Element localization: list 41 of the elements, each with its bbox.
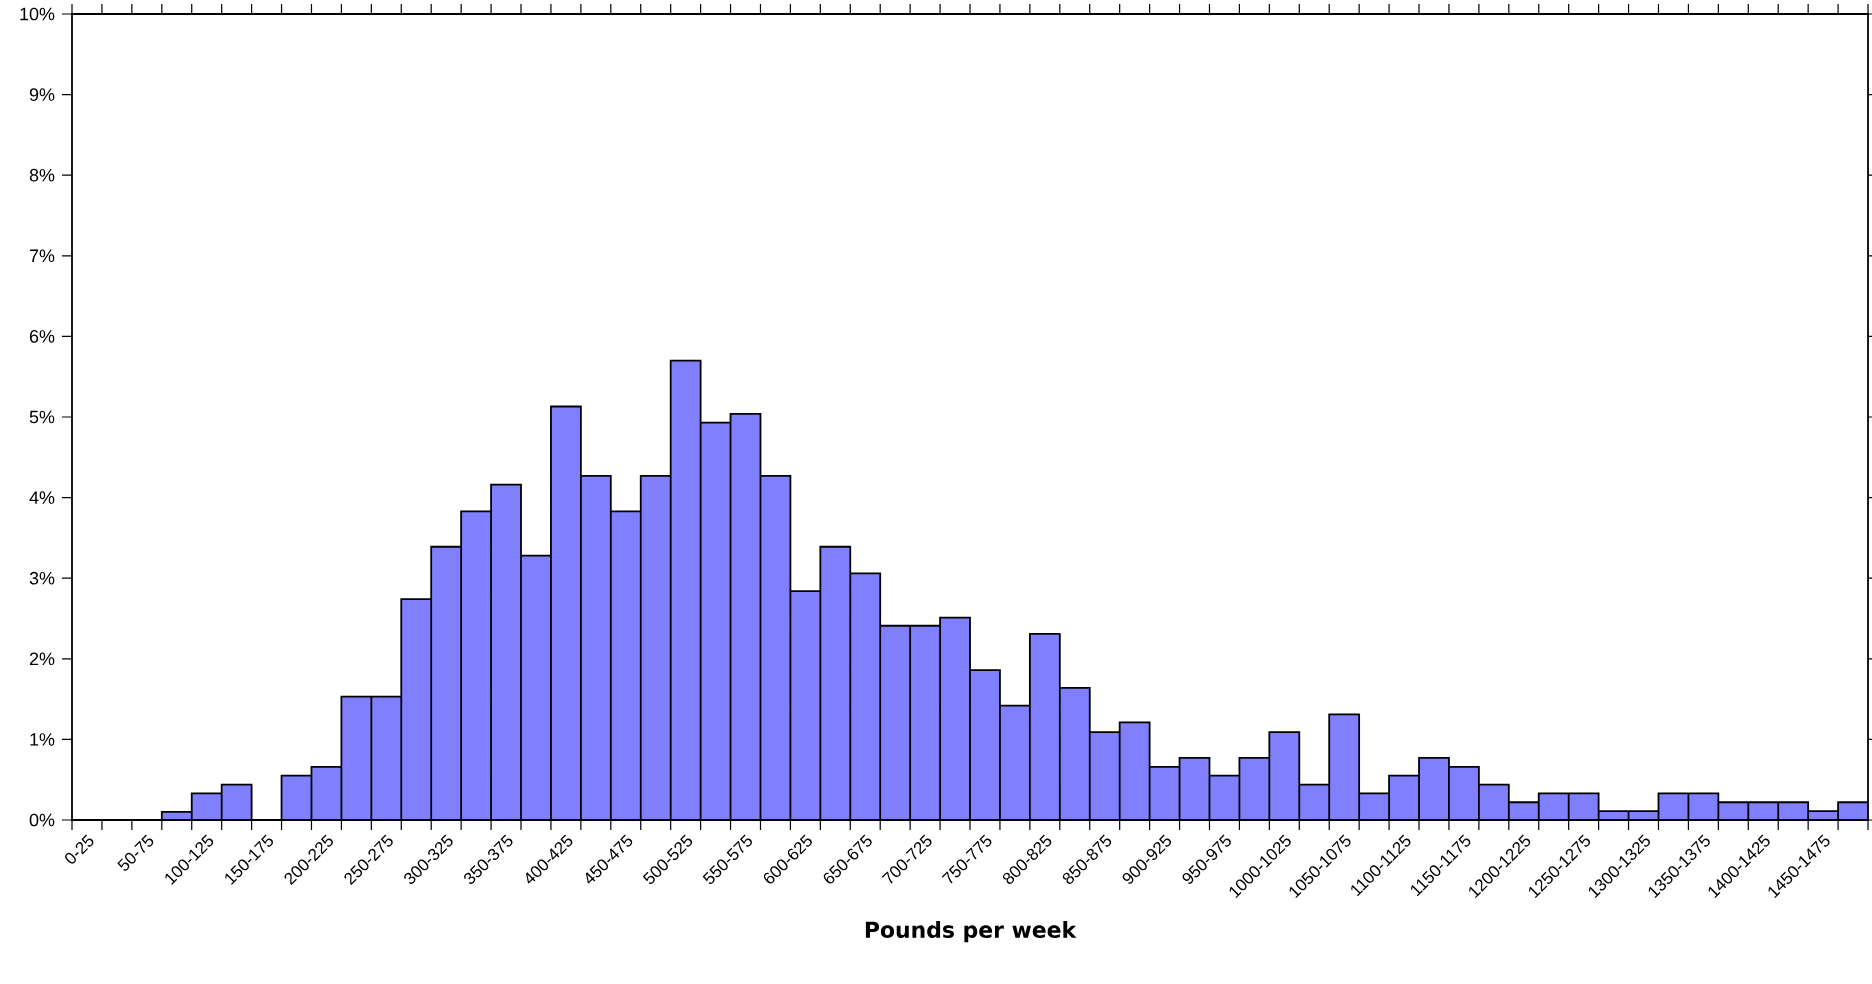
bar bbox=[1029, 633, 1060, 820]
y-tick-label: 1% bbox=[30, 733, 55, 746]
bar bbox=[970, 670, 1000, 820]
bar bbox=[1448, 766, 1479, 820]
y-tick-label: 6% bbox=[29, 330, 55, 343]
bar bbox=[1419, 757, 1449, 820]
bar bbox=[999, 705, 1030, 820]
bar bbox=[521, 555, 551, 820]
bar bbox=[431, 546, 462, 820]
bar bbox=[1269, 732, 1300, 820]
bar bbox=[371, 696, 402, 820]
bar bbox=[401, 599, 432, 820]
y-tick-label: 9% bbox=[29, 88, 55, 101]
bar bbox=[1329, 714, 1360, 820]
bar bbox=[491, 484, 522, 820]
y-tick-label: 7% bbox=[29, 249, 55, 263]
bar bbox=[221, 784, 252, 820]
bar bbox=[1059, 687, 1090, 820]
bar bbox=[461, 511, 492, 820]
y-tick-label: 2% bbox=[29, 652, 55, 666]
bar bbox=[550, 406, 581, 820]
bar bbox=[820, 546, 851, 820]
y-tick-label: 5% bbox=[29, 410, 55, 424]
y-tick-label: 3% bbox=[29, 571, 55, 585]
y-tick-label: 4% bbox=[29, 491, 55, 504]
bar bbox=[1119, 722, 1150, 820]
y-tick-label: 10% bbox=[20, 7, 55, 21]
bar bbox=[670, 360, 701, 820]
y-tick-label: 0% bbox=[29, 813, 55, 827]
bar bbox=[1478, 784, 1509, 820]
bar bbox=[1299, 784, 1330, 820]
bar bbox=[580, 475, 611, 820]
bar bbox=[850, 573, 881, 820]
bar bbox=[610, 511, 641, 820]
x-axis-title: Pounds per week bbox=[865, 920, 1077, 943]
y-tick-label: 8% bbox=[29, 168, 55, 182]
bar bbox=[640, 475, 671, 820]
bar bbox=[1089, 732, 1120, 820]
bar bbox=[910, 625, 941, 820]
bar bbox=[940, 617, 971, 820]
bar bbox=[880, 625, 911, 820]
